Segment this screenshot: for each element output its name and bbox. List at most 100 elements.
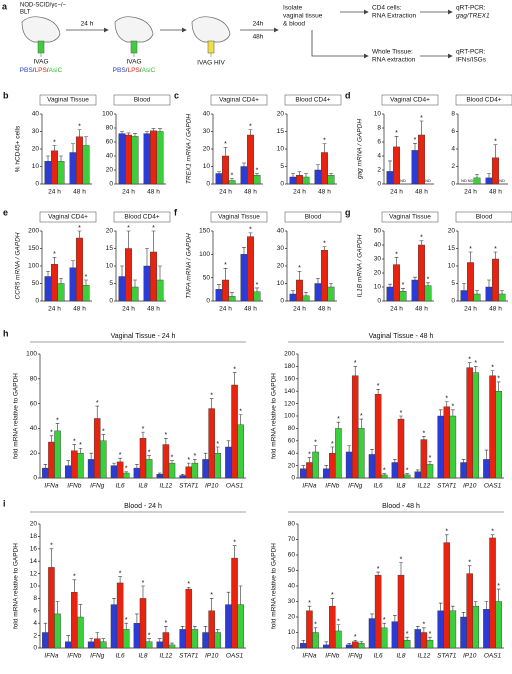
significance-marker: *	[497, 376, 500, 383]
y-tick-label: 80	[288, 425, 296, 432]
significance-marker: *	[383, 468, 386, 475]
error-bar	[461, 459, 466, 463]
error-bar	[496, 381, 501, 392]
y-tick-label: 0	[280, 181, 284, 188]
bar	[253, 175, 261, 185]
y-tick-label: 0	[109, 298, 113, 305]
y-tick-label: 0	[35, 298, 39, 305]
significance-marker: *	[308, 600, 311, 607]
error-bar	[170, 642, 174, 645]
error-bar	[399, 562, 403, 576]
treatment-name: AsiC	[142, 67, 156, 74]
error-bar	[151, 230, 156, 252]
error-bar	[135, 464, 139, 469]
y-axis-label: fold mRNA relative to GAPDH	[271, 373, 278, 459]
panel-letter: i	[3, 498, 6, 508]
chart-title: Blood - 48 h	[382, 503, 420, 510]
y-tick-label: 12	[30, 570, 38, 577]
significance-marker: *	[231, 173, 234, 180]
error-bar	[467, 565, 472, 574]
bar	[466, 367, 473, 479]
panel-letter: b	[3, 90, 9, 100]
error-bar	[72, 579, 77, 593]
y-tick-label: 0	[451, 181, 455, 188]
x-tick-label: IP10	[463, 653, 477, 660]
y-tick-label: 20	[277, 111, 285, 118]
x-tick-label: 24 h	[122, 189, 135, 196]
bar	[185, 588, 193, 649]
error-bar	[297, 270, 302, 280]
significance-marker: *	[102, 428, 105, 435]
error-bar	[49, 435, 54, 443]
x-tick-label: IL12	[418, 483, 431, 490]
significance-marker: *	[323, 241, 326, 248]
bar	[240, 166, 248, 185]
panel-letter: d	[345, 90, 351, 100]
bar	[162, 632, 170, 649]
x-tick-label: IL12	[160, 653, 173, 660]
y-tick-label: 100	[284, 413, 295, 420]
x-tick-label: OAS1	[226, 483, 244, 490]
y-tick-label: 40	[288, 583, 296, 590]
bar	[51, 150, 58, 185]
bar	[240, 254, 248, 302]
error-bar	[394, 257, 399, 265]
error-bar	[180, 473, 185, 476]
bar	[162, 444, 170, 479]
y-tick-label: 10	[32, 163, 40, 170]
y-tick-label: 100	[28, 263, 39, 270]
bar	[69, 267, 77, 302]
bar	[397, 574, 405, 649]
time-label: 48h	[253, 34, 264, 41]
bar	[110, 604, 118, 649]
y-tick-label: 0	[33, 645, 37, 652]
bar	[247, 236, 254, 302]
bar	[247, 134, 254, 185]
error-bar	[112, 598, 116, 605]
error-bar	[322, 143, 327, 153]
y-tick-label: 4	[451, 146, 455, 153]
bar	[131, 286, 139, 302]
x-tick-label: IFNa	[302, 653, 316, 660]
error-bar	[71, 143, 75, 153]
bar	[314, 169, 322, 185]
x-tick-label: IFNb	[67, 653, 81, 660]
bar	[110, 465, 118, 479]
error-bar	[133, 279, 137, 287]
bar	[485, 177, 493, 185]
significance-marker: *	[354, 634, 357, 641]
x-tick-label: 48 h	[147, 189, 160, 196]
y-tick-label: 0	[280, 298, 284, 305]
error-bar	[438, 602, 443, 611]
x-tick-label: 24 h	[219, 306, 232, 313]
y-tick-label: 30	[288, 598, 296, 605]
significance-marker: *	[427, 277, 430, 284]
bar	[296, 279, 303, 302]
x-tick-label: IL6	[116, 483, 125, 490]
bar	[253, 291, 261, 302]
significance-marker: *	[360, 413, 363, 420]
chart-title: Vaginal Tissue - 24 h	[111, 333, 176, 340]
error-bar	[255, 287, 259, 292]
bar	[289, 176, 297, 185]
route-label: IVAG	[126, 59, 141, 66]
significance-marker: *	[53, 139, 56, 146]
error-bar	[43, 622, 48, 633]
y-tick-label: 0	[109, 181, 113, 188]
bar	[191, 462, 199, 479]
bar	[329, 605, 336, 649]
x-tick-label: 24 h	[293, 306, 306, 313]
bar	[77, 616, 84, 649]
nd-marker: ND	[400, 178, 406, 183]
error-bar	[95, 632, 100, 639]
bar	[76, 237, 83, 302]
bar	[327, 286, 335, 302]
chart-title: Blood CD4+	[295, 97, 330, 104]
step-label: qRT-PCR:	[456, 49, 486, 56]
bar	[460, 616, 467, 649]
error-bar	[419, 240, 424, 245]
error-bar	[59, 277, 63, 284]
y-tick-label: 5	[451, 280, 455, 287]
y-tick-label: 15	[277, 128, 285, 135]
error-bar	[388, 283, 392, 287]
